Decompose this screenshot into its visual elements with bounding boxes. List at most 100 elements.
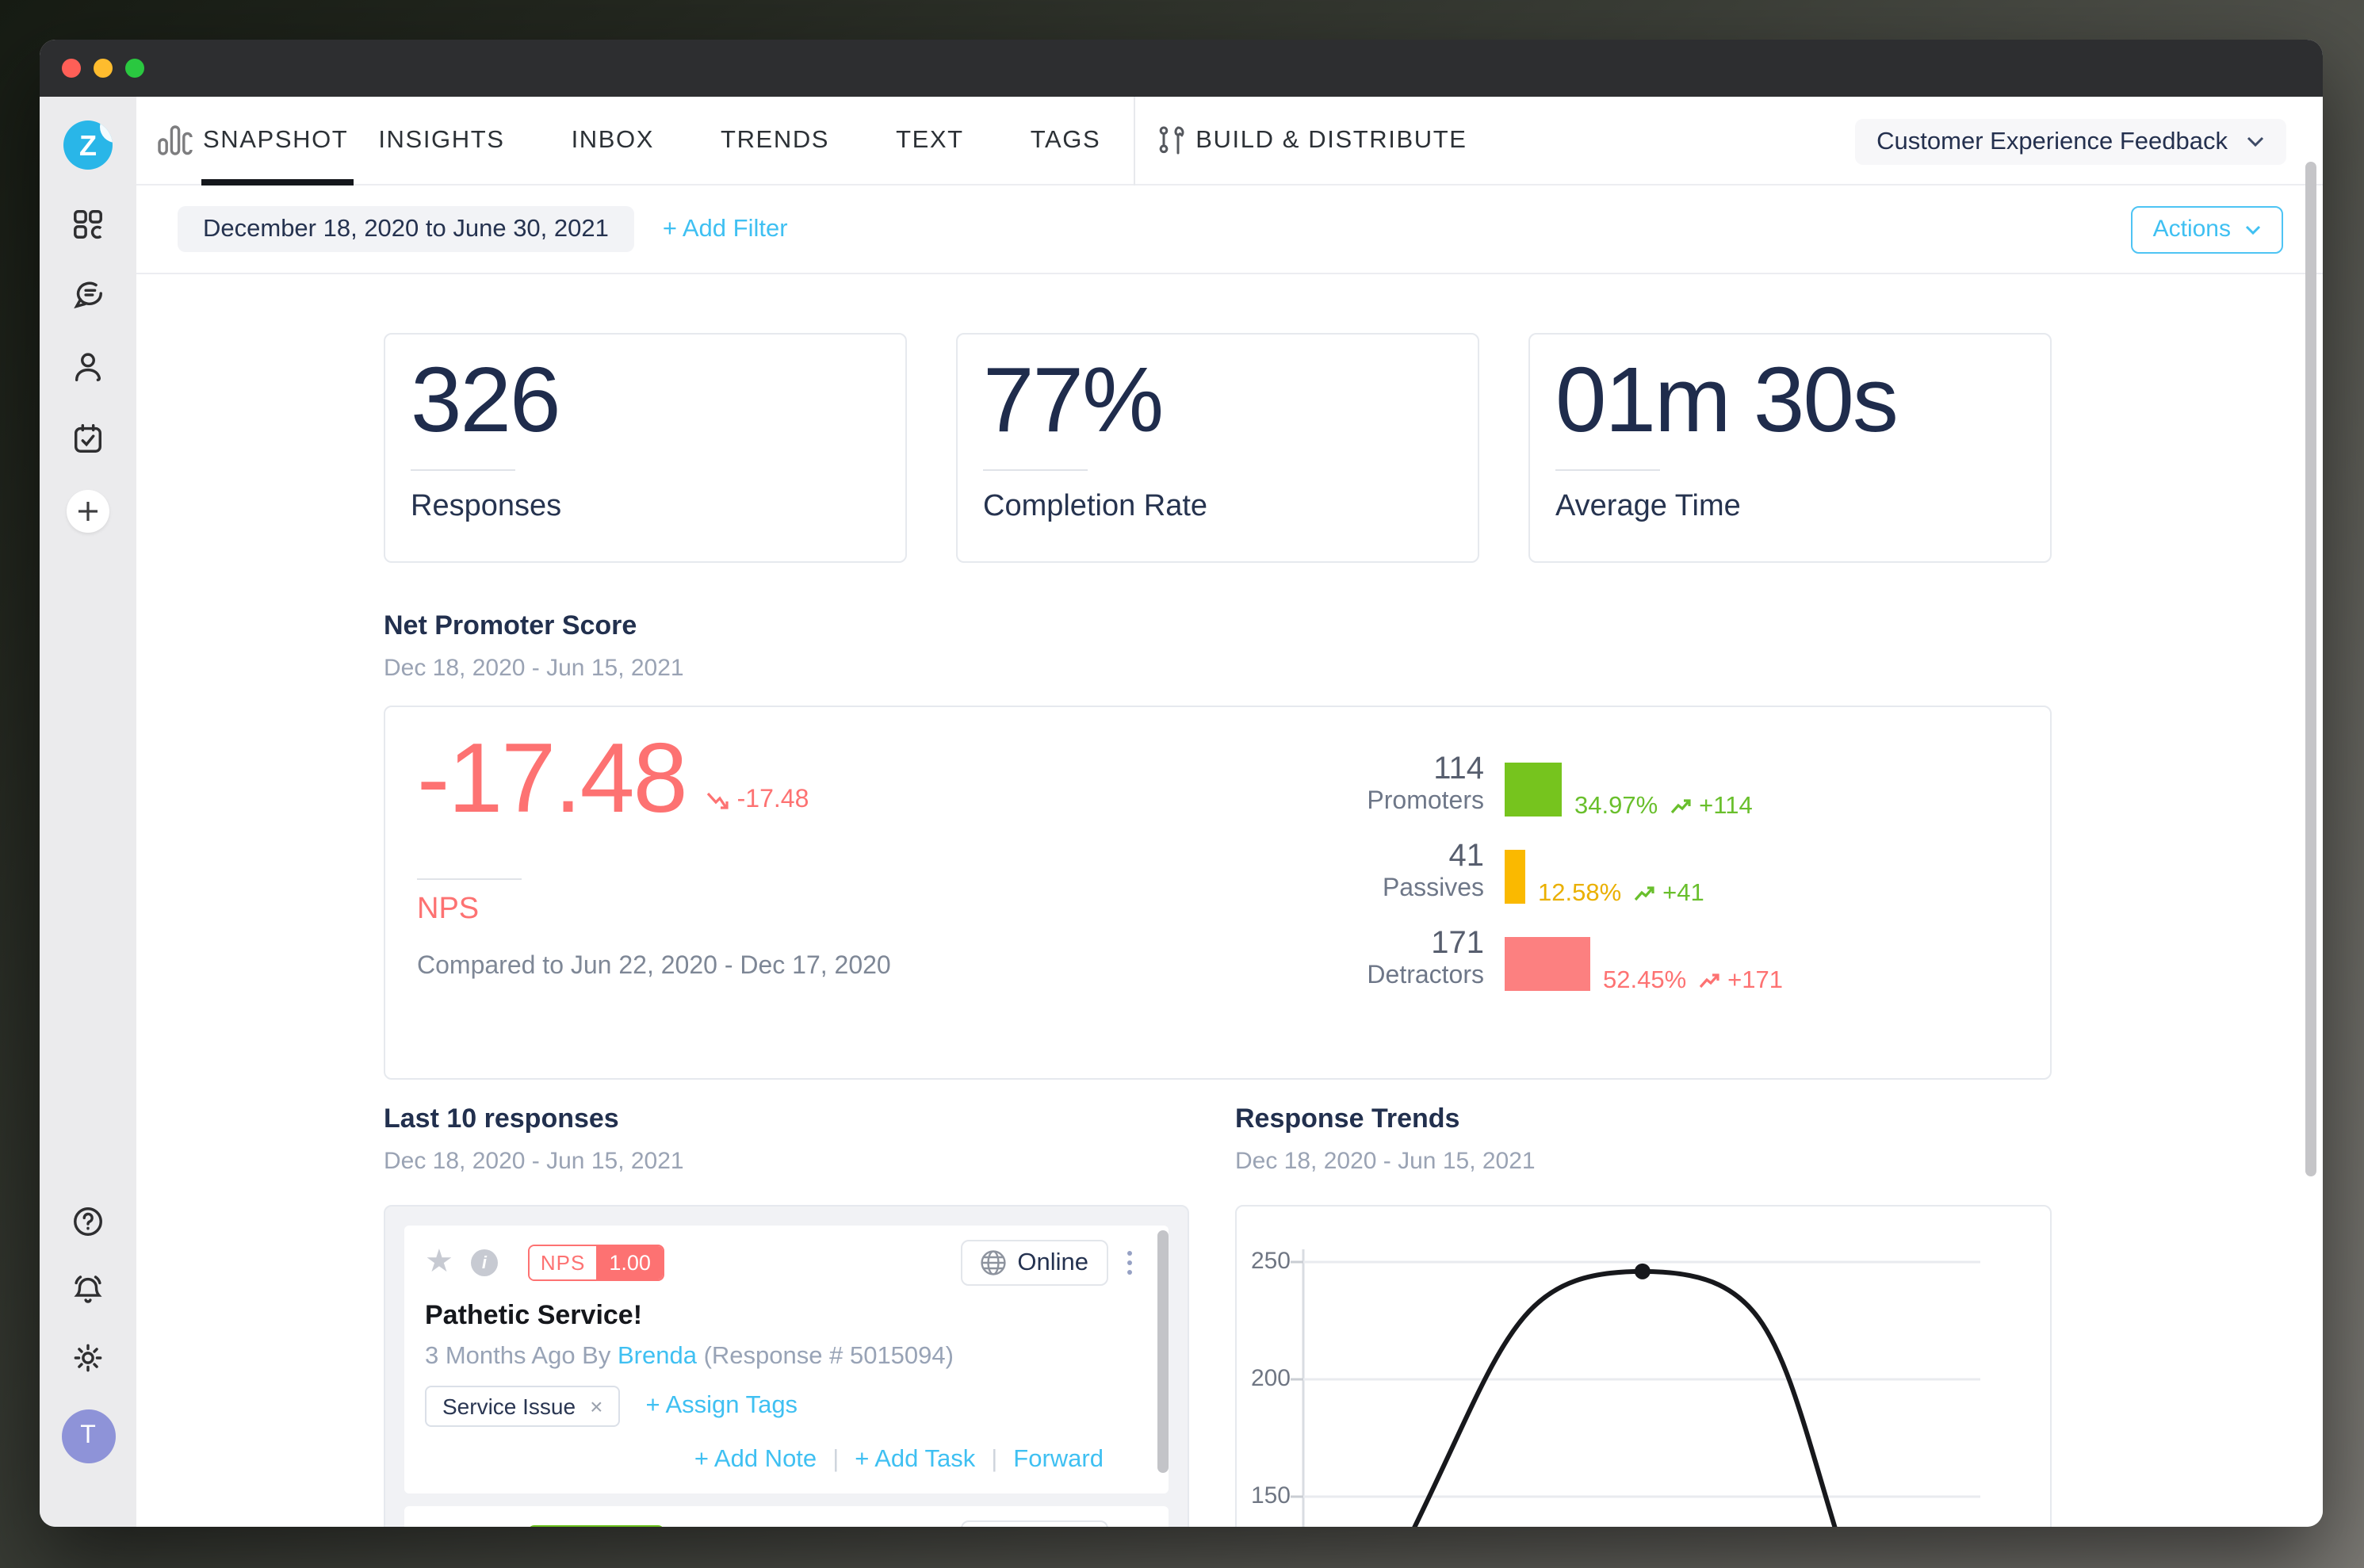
actions-label: Actions	[2152, 216, 2231, 243]
globe-icon	[979, 1249, 1006, 1276]
passives-change: +41	[1632, 880, 1704, 907]
nps-score: -17.48	[417, 725, 688, 834]
person-icon	[75, 353, 101, 381]
sidebar-item-conversations[interactable]	[71, 279, 105, 312]
user-avatar[interactable]: T	[61, 1409, 115, 1463]
filter-bar: December 18, 2020 to June 30, 2021 + Add…	[136, 185, 2323, 274]
passives-bar	[1505, 850, 1525, 904]
star-icon[interactable]: ★	[425, 1245, 453, 1279]
responses-stat-card: 326 Responses	[384, 333, 907, 563]
add-new-button[interactable]	[67, 490, 109, 533]
detractors-percent: 52.45%	[1603, 967, 1687, 994]
more-options-button[interactable]	[1123, 1248, 1135, 1279]
date-range-filter[interactable]: December 18, 2020 to June 30, 2021	[178, 206, 634, 252]
promoters-bar	[1505, 763, 1562, 817]
bottom-sections: Last 10 responses Dec 18, 2020 - Jun 15,…	[384, 1103, 2052, 1527]
add-filter-link[interactable]: + Add Filter	[662, 215, 788, 242]
tab-text[interactable]: TEXT	[896, 96, 964, 185]
trend-up-icon	[1633, 886, 1654, 901]
passives-percent: 12.58%	[1538, 880, 1622, 907]
info-icon[interactable]: i	[470, 1249, 498, 1276]
tab-label: BUILD & DISTRIBUTE	[1195, 126, 1467, 153]
sidebar-item-tasks[interactable]	[71, 422, 105, 455]
stat-label: Average Time	[1555, 490, 1741, 523]
response-actions: + Add Note | + Add Task | Forward	[425, 1446, 1135, 1474]
channel-label: Online	[1017, 1249, 1088, 1275]
response-trends-section: Response Trends Dec 18, 2020 - Jun 15, 2…	[1235, 1103, 2052, 1527]
nps-compared-to: Compared to Jun 22, 2020 - Dec 17, 2020	[417, 953, 891, 980]
tools-icon	[1157, 125, 1184, 155]
response-author-link[interactable]: Brenda	[618, 1343, 697, 1370]
stat-label: Completion Rate	[983, 490, 1208, 523]
detractors-change-value: +171	[1727, 967, 1783, 994]
y-axis-tick-label: 150	[1250, 1482, 1291, 1509]
tab-snapshot[interactable]: SNAPSHOT	[157, 96, 353, 185]
window-scrollbar-thumb[interactable]	[2305, 162, 2316, 1176]
minimize-window-button[interactable]	[94, 59, 113, 78]
nps-score-badge: NPS 1.00	[527, 1245, 665, 1281]
sidebar-bottom: T	[61, 1205, 115, 1527]
app-body: Z	[40, 96, 2323, 1527]
passives-stats: 12.58% +41	[1538, 880, 1704, 907]
settings-button[interactable]	[71, 1341, 105, 1375]
chevron-down-icon	[2245, 224, 2261, 235]
calendar-check-icon	[75, 424, 101, 453]
y-axis-tick-label: 200	[1250, 1365, 1291, 1392]
nps-breakdown: 114 Promoters 34.97% +114	[1294, 753, 1783, 1015]
nps-delta: -17.48	[706, 786, 809, 815]
channel-badge: Online	[960, 1240, 1107, 1286]
remove-tag-button[interactable]: ×	[590, 1394, 603, 1419]
passives-label: Passives	[1382, 875, 1484, 902]
assign-tags-link[interactable]: + Assign Tags	[645, 1392, 798, 1419]
sidebar-item-contacts[interactable]	[71, 350, 105, 384]
detractors-count: 171	[1431, 926, 1484, 961]
responses-scrollbar-thumb[interactable]	[1157, 1230, 1169, 1473]
tab-trends[interactable]: TRENDS	[721, 96, 829, 185]
survey-selector-dropdown[interactable]: Customer Experience Feedback	[1854, 119, 2286, 165]
nps-date-range: Dec 18, 2020 - Jun 15, 2021	[384, 655, 684, 682]
maximize-window-button[interactable]	[125, 59, 144, 78]
bell-icon	[74, 1275, 102, 1303]
promoters-row: 114 Promoters 34.97% +114	[1294, 753, 1783, 820]
grid-icon	[74, 210, 102, 239]
passives-count: 41	[1448, 839, 1485, 874]
response-header: ★ i NPS 9.00	[425, 1520, 1135, 1527]
last-responses-section: Last 10 responses Dec 18, 2020 - Jun 15,…	[384, 1103, 1189, 1527]
stat-value: 01m 30s	[1555, 349, 1899, 452]
app-window: Z	[40, 40, 2323, 1527]
add-task-link[interactable]: + Add Task	[855, 1446, 976, 1473]
response-time: 3 Months Ago By	[425, 1343, 618, 1370]
tab-label: TRENDS	[721, 126, 830, 153]
responses-section-title: Last 10 responses	[384, 1103, 619, 1134]
forward-link[interactable]: Forward	[1013, 1446, 1104, 1473]
add-note-link[interactable]: + Add Note	[694, 1446, 817, 1473]
separator: |	[832, 1446, 840, 1473]
response-card: ★ i NPS 9.00	[404, 1506, 1169, 1527]
sidebar: Z	[40, 97, 136, 1527]
divider	[411, 469, 515, 471]
actions-button[interactable]: Actions	[2130, 205, 2283, 253]
nps-section-title: Net Promoter Score	[384, 610, 637, 641]
question-icon	[74, 1207, 102, 1236]
tab-build-distribute[interactable]: BUILD & DISTRIBUTE	[1157, 96, 1467, 185]
tab-inbox[interactable]: INBOX	[572, 96, 654, 185]
close-window-button[interactable]	[62, 59, 81, 78]
detractors-change: +171	[1697, 967, 1783, 994]
stat-label: Responses	[411, 490, 562, 523]
tab-tags[interactable]: TAGS	[1031, 96, 1101, 185]
help-button[interactable]	[71, 1205, 105, 1238]
bar-chart-icon	[157, 124, 193, 157]
nps-label: NPS	[417, 893, 480, 926]
promoters-label: Promoters	[1367, 788, 1484, 815]
tab-insights[interactable]: INSIGHTS	[378, 96, 504, 185]
sidebar-item-dashboard[interactable]	[71, 208, 105, 241]
response-trends-chart: 250 200 150	[1235, 1205, 2052, 1527]
zonka-logo[interactable]: Z	[63, 120, 113, 170]
main-area: SNAPSHOT INSIGHTS INBOX TRENDS TEXT TAGS	[136, 96, 2323, 1527]
divider	[1555, 469, 1660, 471]
survey-selector-value: Customer Experience Feedback	[1876, 128, 2228, 155]
chevron-down-icon	[2247, 136, 2264, 147]
notifications-button[interactable]	[71, 1273, 105, 1306]
gear-icon	[74, 1344, 102, 1372]
